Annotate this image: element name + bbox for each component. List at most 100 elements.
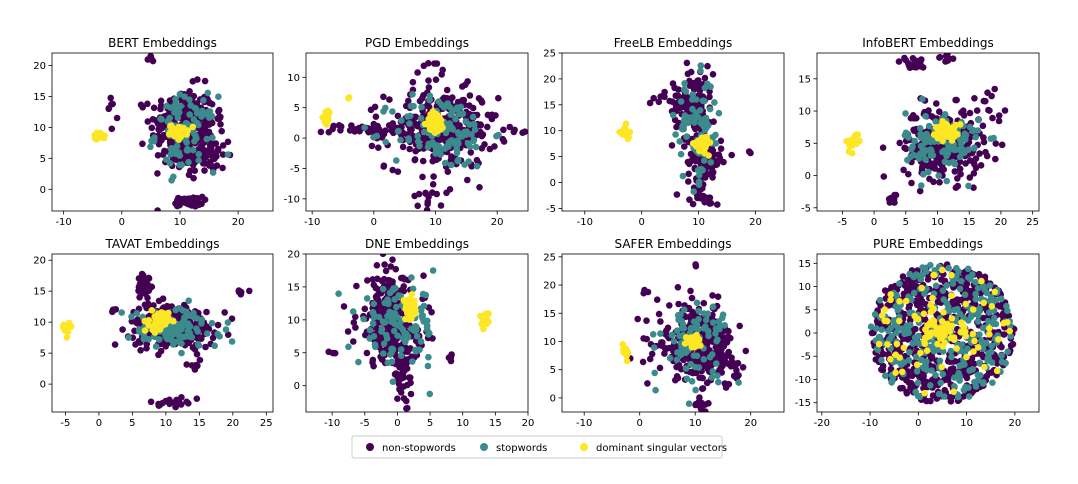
point-stop [395, 127, 402, 135]
point-stop [425, 140, 433, 148]
point-stop [224, 319, 232, 326]
point-stop [693, 299, 701, 307]
point-dom [616, 128, 623, 136]
point-non [202, 343, 209, 351]
point-non [639, 358, 647, 366]
point-non [972, 155, 980, 162]
point-non [666, 302, 673, 309]
point-stop [985, 349, 992, 357]
point-stop [706, 105, 714, 113]
x-tick-label: 0 [96, 418, 102, 429]
point-stop [1004, 348, 1011, 356]
point-dom [887, 296, 894, 304]
point-stop [390, 327, 398, 335]
point-non [400, 374, 407, 381]
x-tick-label: -5 [60, 418, 70, 429]
point-non [710, 118, 717, 125]
point-non [317, 128, 325, 136]
point-stop [927, 261, 934, 269]
point-stop [453, 149, 461, 157]
point-stop [128, 313, 135, 321]
point-dom [432, 110, 440, 118]
point-dom [623, 352, 630, 359]
x-tick-label: 5 [903, 217, 909, 228]
y-tick-label: 15 [33, 287, 46, 298]
point-non [337, 127, 344, 134]
point-stop [962, 383, 969, 391]
point-dom [623, 357, 631, 365]
point-non [675, 361, 683, 369]
point-non [208, 100, 216, 108]
point-non [643, 317, 650, 325]
point-stop [689, 91, 697, 98]
point-non [203, 308, 210, 316]
point-dom [957, 328, 965, 336]
point-stop [393, 303, 400, 311]
point-dom [421, 120, 429, 128]
y-tick-label: 15 [798, 74, 811, 85]
point-stop [962, 131, 970, 139]
point-non [166, 138, 174, 146]
point-stop [345, 343, 352, 351]
point-stop [923, 366, 930, 374]
point-stop [968, 312, 975, 320]
point-stop [389, 108, 396, 115]
point-dom [950, 334, 958, 341]
point-stop [700, 356, 708, 363]
point-non [653, 296, 661, 304]
point-non [701, 198, 708, 206]
point-non [467, 149, 475, 156]
point-non [172, 200, 179, 207]
point-stop [448, 108, 456, 116]
point-non [908, 179, 915, 187]
point-dom [700, 134, 708, 142]
y-tick-label: 0 [294, 134, 300, 145]
point-stop [939, 370, 947, 378]
point-non [936, 108, 943, 115]
y-tick-label: 0 [294, 381, 300, 392]
point-stop [693, 96, 700, 103]
legend-label-stopwords: stopwords [496, 443, 547, 454]
point-dom [623, 347, 630, 354]
point-non [402, 102, 410, 110]
point-stop [680, 325, 688, 332]
point-stop [172, 95, 179, 103]
point-stop [166, 114, 173, 122]
point-non [700, 299, 708, 307]
point-non [655, 310, 663, 318]
point-non [376, 336, 383, 344]
point-non [399, 367, 407, 375]
point-stop [940, 393, 948, 400]
point-stop [712, 131, 719, 139]
point-non [135, 275, 143, 282]
point-stop [890, 317, 898, 324]
point-stop [380, 350, 387, 357]
point-non [348, 122, 355, 129]
point-stop [183, 139, 190, 146]
point-stop [407, 102, 415, 110]
point-stop [953, 272, 960, 280]
point-dom [902, 297, 910, 305]
point-dom [845, 148, 853, 155]
point-stop [990, 134, 997, 142]
point-stop [705, 332, 712, 340]
point-stop [906, 349, 913, 356]
y-tick-label: 15 [543, 100, 556, 111]
point-stop [447, 161, 455, 169]
point-stop [914, 152, 921, 160]
point-non [429, 189, 436, 196]
x-tick-label: 5 [129, 418, 135, 429]
point-non [429, 181, 437, 188]
point-stop [677, 98, 685, 105]
point-dom [927, 301, 935, 309]
point-non [221, 309, 228, 316]
y-tick-label: 0 [550, 178, 556, 189]
point-non [148, 124, 156, 132]
point-stop [191, 104, 199, 112]
point-non [998, 343, 1005, 351]
scatter-points [59, 270, 253, 411]
y-tick-label: -10 [284, 194, 300, 205]
